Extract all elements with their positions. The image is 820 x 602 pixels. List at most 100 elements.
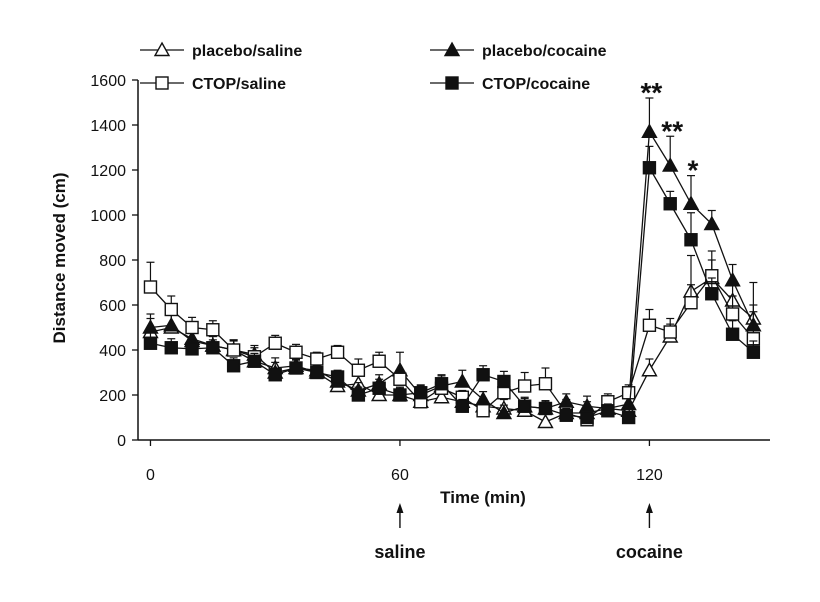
data-point (662, 157, 679, 172)
plot-area: 0 200 400 600 800 1000 1200 1400 1600 0 60 120 salin… (90, 73, 770, 562)
data-point (143, 336, 158, 350)
y-tick-label: 400 (99, 343, 126, 360)
legend-label: CTOP/saline (192, 76, 286, 93)
data-point (143, 280, 158, 294)
y-tick-label: 1000 (90, 208, 126, 225)
data-point (682, 195, 700, 210)
data-point (289, 345, 303, 359)
data-point (351, 388, 366, 402)
data-point (185, 320, 199, 335)
data-point (414, 386, 428, 400)
data-point (393, 388, 407, 402)
data-point (310, 352, 324, 366)
data-point (537, 413, 554, 429)
x-tick-label: 0 (146, 467, 155, 484)
legend: placebo/saline placebo/cocaine CTOP/saline… (140, 41, 607, 93)
data-point (621, 386, 636, 400)
data-point (206, 323, 220, 337)
data-point (372, 381, 386, 395)
data-point (476, 404, 490, 418)
data-point (247, 354, 262, 368)
data-point (476, 368, 490, 382)
legend-label: CTOP/cocaine (482, 76, 590, 93)
data-point (163, 316, 180, 332)
data-point (620, 395, 637, 411)
data-point (206, 341, 220, 355)
data-point (330, 370, 345, 384)
data-point (164, 302, 178, 317)
data-point (621, 410, 636, 425)
data-point (268, 336, 282, 350)
data-point (725, 307, 740, 321)
data-point (642, 161, 657, 175)
legend-item: placebo/cocaine (430, 41, 607, 60)
data-point (641, 123, 658, 138)
significance-label: * (688, 155, 699, 186)
data-point (497, 386, 511, 400)
annotation-arrowhead (645, 503, 653, 513)
data-point (454, 373, 471, 388)
y-tick-label: 1400 (90, 118, 126, 135)
significance-label: ** (641, 77, 663, 108)
data-point (226, 359, 241, 373)
series-layer (142, 97, 762, 429)
data-point (455, 399, 470, 413)
data-point (601, 404, 615, 418)
legend-marker (153, 41, 171, 57)
data-point (746, 345, 761, 359)
data-point (351, 363, 366, 377)
data-point (641, 361, 658, 377)
data-point (559, 408, 573, 422)
data-point (289, 361, 303, 375)
series-line (150, 165, 754, 419)
y-axis-label: Distance moved (cm) (50, 173, 69, 344)
data-point (725, 327, 740, 341)
y-tick-label: 1200 (90, 163, 126, 180)
data-point (724, 271, 741, 287)
data-point (495, 404, 513, 420)
legend-item: CTOP/saline (140, 76, 286, 93)
data-point (164, 341, 178, 355)
y-tick-label: 1600 (90, 73, 126, 90)
data-point (226, 343, 241, 357)
data-point (663, 197, 677, 211)
data-point (580, 410, 594, 425)
data-point (538, 377, 553, 391)
data-point (663, 325, 677, 339)
data-point (538, 401, 553, 416)
data-point (433, 388, 450, 404)
x-tick-label: 120 (636, 467, 663, 484)
annotation-label: cocaine (616, 542, 683, 562)
data-point (517, 379, 532, 393)
data-point (330, 345, 345, 359)
legend-label: placebo/cocaine (482, 43, 607, 60)
data-point (393, 372, 407, 386)
y-tick-label: 800 (99, 253, 126, 270)
data-point (268, 368, 282, 382)
significance-label: ** (661, 115, 683, 146)
data-point (185, 342, 199, 356)
annotation-label: saline (374, 542, 425, 562)
legend-marker (155, 76, 169, 90)
data-point (434, 377, 449, 391)
y-tick-label: 0 (117, 433, 126, 450)
data-point (517, 399, 532, 413)
x-axis-label: Time (min) (440, 488, 526, 507)
series-line (150, 277, 754, 423)
data-point (497, 374, 511, 389)
data-point (310, 365, 324, 380)
legend-marker (443, 41, 461, 57)
data-point (703, 215, 720, 231)
legend-item: placebo/saline (140, 41, 302, 60)
legend-label: placebo/saline (192, 43, 302, 60)
y-tick-label: 600 (99, 298, 126, 315)
data-point (642, 318, 657, 332)
series-ctop-cocaine (143, 145, 761, 425)
x-tick-label: 60 (391, 467, 409, 484)
legend-item: CTOP/cocaine (430, 76, 590, 93)
data-point (684, 296, 698, 310)
legend-marker (445, 76, 459, 90)
data-point (684, 233, 698, 247)
